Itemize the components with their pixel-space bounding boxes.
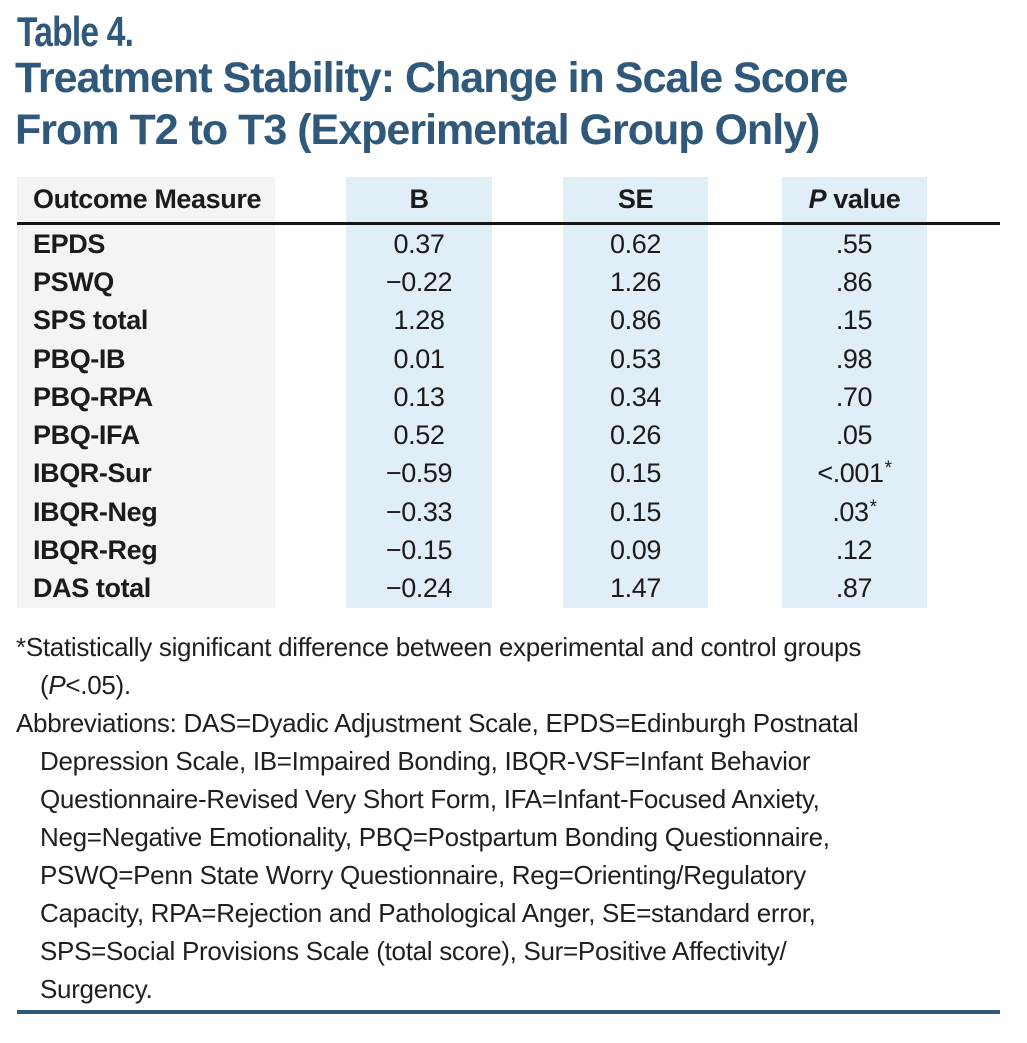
significance-footnote-line-2: (P<.05). [16, 666, 861, 704]
table-row: PBQ-RPA 0.13 0.34 .70 [17, 378, 1000, 417]
table-row: PBQ-IB 0.01 0.53 .98 [17, 339, 1000, 379]
cell-b: 1.28 [346, 301, 492, 340]
footnotes: *Statistically significant difference be… [16, 628, 861, 1008]
p-value: .03 [832, 496, 869, 527]
cell-se: 0.09 [563, 531, 708, 570]
column-header-se: SE [563, 177, 708, 222]
significance-threshold: <.05). [65, 670, 131, 700]
cell-se: 0.15 [563, 493, 708, 532]
cell-p: .05 [782, 416, 927, 455]
p-value: .86 [835, 266, 873, 297]
cell-p: .86 [782, 263, 927, 302]
cell-b: −0.33 [346, 493, 492, 532]
cell-outcome: EPDS [17, 225, 275, 264]
abbreviations-line: Capacity, RPA=Rejection and Pathological… [40, 898, 816, 928]
p-value: .55 [835, 228, 873, 259]
table-row: IBQR-Reg −0.15 0.09 .12 [17, 531, 1000, 570]
table-row: PSWQ −0.22 1.26 .86 [17, 263, 1000, 302]
significance-asterisk: * [869, 496, 877, 518]
cell-b: −0.22 [346, 263, 492, 302]
significance-footnote-line-1: *Statistically significant difference be… [16, 632, 862, 662]
cell-se: 1.26 [563, 263, 708, 302]
p-value: .12 [835, 535, 873, 566]
table-row: IBQR-Neg −0.33 0.15 .03* [17, 493, 1000, 532]
cell-se: 0.15 [563, 454, 708, 494]
p-value: .87 [835, 573, 873, 604]
p-value: .15 [835, 305, 873, 336]
cell-p: .03* [782, 493, 927, 532]
cell-se: 0.86 [563, 301, 708, 340]
cell-p: .70 [782, 378, 927, 417]
table-title: Treatment Stability: Change in Scale Sco… [15, 52, 849, 156]
cell-outcome: PBQ-IB [17, 339, 275, 379]
cell-outcome: IBQR-Neg [17, 493, 275, 532]
cell-se: 0.26 [563, 416, 708, 455]
abbreviations-line: Questionnaire-Revised Very Short Form, I… [40, 784, 820, 814]
cell-p: .98 [782, 339, 927, 379]
cell-outcome: IBQR-Sur [17, 454, 275, 494]
abbreviations-line: SPS=Social Provisions Scale (total score… [40, 936, 787, 966]
cell-se: 0.62 [563, 225, 708, 264]
table-number-label: Table 4. [17, 8, 134, 55]
cell-b: −0.24 [346, 569, 492, 608]
p-value: .05 [835, 420, 873, 451]
table-row: DAS total −0.24 1.47 .87 [17, 569, 1000, 608]
cell-b: 0.37 [346, 225, 492, 264]
p-value: <.001 [817, 458, 884, 489]
abbreviations-line: Surgency. [40, 974, 153, 1004]
abbreviations-line: Abbreviations: DAS=Dyadic Adjustment Sca… [16, 708, 859, 738]
cell-se: 0.34 [563, 378, 708, 417]
cell-p: .15 [782, 301, 927, 340]
cell-p: .12 [782, 531, 927, 570]
significance-asterisk: * [884, 458, 892, 480]
cell-outcome: PBQ-RPA [17, 378, 275, 417]
p-value-header-word: value [833, 184, 901, 214]
cell-se: 0.53 [563, 339, 708, 379]
table-title-line-1: Treatment Stability: Change in Scale Sco… [15, 54, 849, 102]
cell-b: −0.59 [346, 454, 492, 494]
abbreviations-line: Neg=Negative Emotionality, PBQ=Postpartu… [40, 822, 830, 852]
cell-p: <.001* [782, 454, 927, 494]
p-value-header-italic-p: P [808, 184, 827, 214]
table-row: EPDS 0.37 0.62 .55 [17, 225, 1000, 264]
italic-p: P [48, 670, 66, 700]
cell-p: .55 [782, 225, 927, 264]
cell-b: 0.13 [346, 378, 492, 417]
column-header-outcome-measure: Outcome Measure [17, 177, 275, 222]
cell-b: 0.52 [346, 416, 492, 455]
table-row: PBQ-IFA 0.52 0.26 .05 [17, 416, 1000, 455]
cell-p: .87 [782, 569, 927, 608]
cell-outcome: PSWQ [17, 263, 275, 302]
cell-se: 1.47 [563, 569, 708, 608]
p-value: .70 [835, 381, 873, 412]
bottom-rule [17, 1010, 1000, 1014]
cell-outcome: DAS total [17, 569, 275, 608]
p-value: .98 [835, 343, 873, 374]
cell-outcome: SPS total [17, 301, 275, 340]
paren-open: ( [40, 670, 49, 700]
cell-b: 0.01 [346, 339, 492, 379]
abbreviations-line: Depression Scale, IB=Impaired Bonding, I… [40, 746, 811, 776]
table-title-line-2: From T2 to T3 (Experimental Group Only) [15, 106, 820, 154]
table-row: IBQR-Sur −0.59 0.15 <.001* [17, 454, 1000, 494]
table-row: SPS total 1.28 0.86 .15 [17, 301, 1000, 340]
cell-outcome: PBQ-IFA [17, 416, 275, 455]
abbreviations-line: PSWQ=Penn State Worry Questionnaire, Reg… [40, 860, 806, 890]
cell-b: −0.15 [346, 531, 492, 570]
column-header-b: B [346, 177, 492, 222]
cell-outcome: IBQR-Reg [17, 531, 275, 570]
